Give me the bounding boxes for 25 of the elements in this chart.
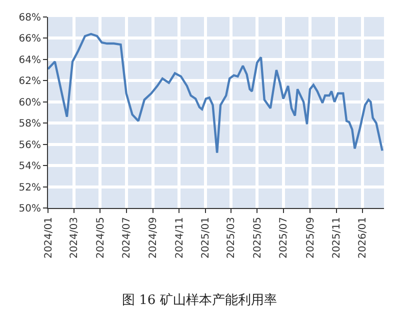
x-tick-label: 2025/11 [332, 217, 342, 259]
y-tick-label: 62% [18, 76, 41, 88]
y-tick-label: 64% [18, 54, 41, 66]
y-tick-label: 54% [18, 161, 41, 172]
y-tick-label: 58% [18, 118, 41, 130]
x-tick-label: 2025/05 [252, 217, 264, 259]
x-tick-label: 2025/01 [200, 217, 212, 259]
line-series [48, 32, 384, 154]
y-tick-label: 66% [18, 34, 41, 45]
x-tick-label: 2026/01 [358, 217, 369, 259]
text: 图 16 矿山样本产能利用率 [122, 292, 277, 308]
x-tick-label: 2024/03 [69, 217, 80, 259]
x-tick-label: 2024/09 [148, 217, 160, 259]
x-tick-label: 2024/01 [43, 217, 54, 259]
y-tick-label: 68% [18, 12, 41, 24]
x-tick-label: 2025/07 [278, 217, 290, 259]
x-tick-label: 2024/07 [122, 217, 133, 259]
y-tick-label: 52% [18, 182, 41, 194]
y-tick-label: 56% [18, 140, 41, 151]
y-tick-label: 50% [18, 204, 41, 214]
x-tick-label: 2024/05 [95, 217, 106, 259]
x-tick-label: 2024/11 [174, 217, 186, 259]
x-tick-label: 2025/03 [226, 217, 238, 259]
y-tick-label: 60% [18, 97, 41, 108]
x-tick-label: 2025/09 [305, 217, 316, 259]
